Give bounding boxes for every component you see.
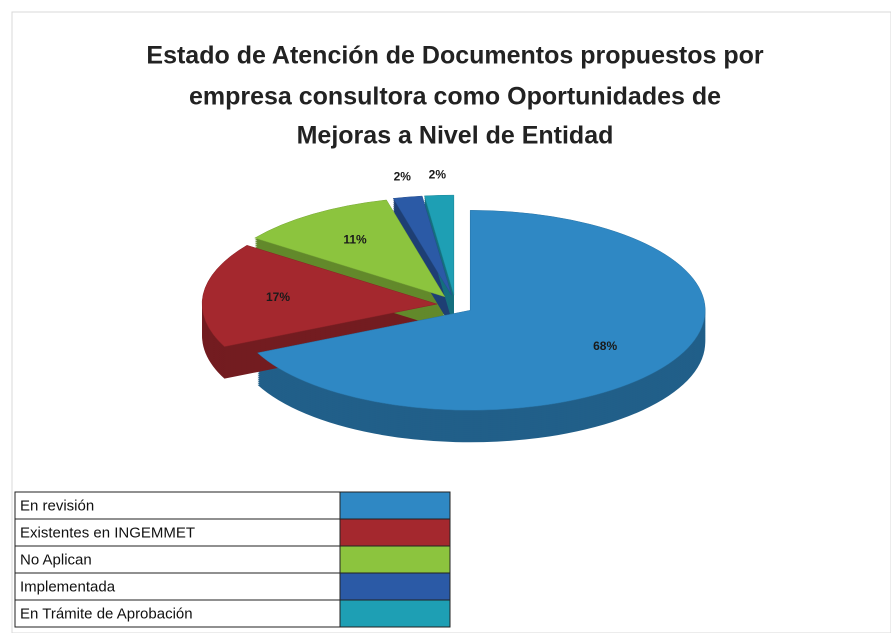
slice <box>257 210 706 411</box>
legend-swatch <box>339 545 451 574</box>
legend-cell <box>14 572 341 601</box>
legend-swatch <box>339 572 451 601</box>
legend-swatch <box>339 491 451 520</box>
chart-title: Estado de Atención de Documentos propues… <box>146 42 763 70</box>
legend-label: Existentes en INGEMMET <box>20 524 195 541</box>
value-label: 2% <box>429 168 447 182</box>
slice <box>254 199 446 298</box>
slice <box>424 194 455 296</box>
chart-title: empresa consultora como Oportunidades de <box>189 83 721 111</box>
value-label: 17% <box>266 290 290 304</box>
legend-label: Implementada <box>20 578 116 595</box>
slice-side <box>393 208 452 308</box>
legend-label: En revisión <box>20 497 94 514</box>
slice <box>392 195 452 296</box>
legend-label: En Trámite de Aprobación <box>20 605 193 622</box>
slice-side <box>393 206 452 306</box>
legend-cell <box>14 491 341 520</box>
chart-title: Mejoras a Nivel de Entidad <box>297 122 614 150</box>
value-label: 68% <box>593 339 617 353</box>
value-label: 2% <box>394 169 412 183</box>
slice-side <box>393 202 452 302</box>
slice-side <box>393 200 452 300</box>
value-label: 11% <box>343 233 367 247</box>
pie <box>201 194 706 443</box>
slice-side <box>393 204 452 304</box>
legend-swatch <box>339 599 451 628</box>
legend-swatch <box>339 518 451 547</box>
legend-label: No Aplican <box>20 551 92 568</box>
slice <box>201 245 438 347</box>
